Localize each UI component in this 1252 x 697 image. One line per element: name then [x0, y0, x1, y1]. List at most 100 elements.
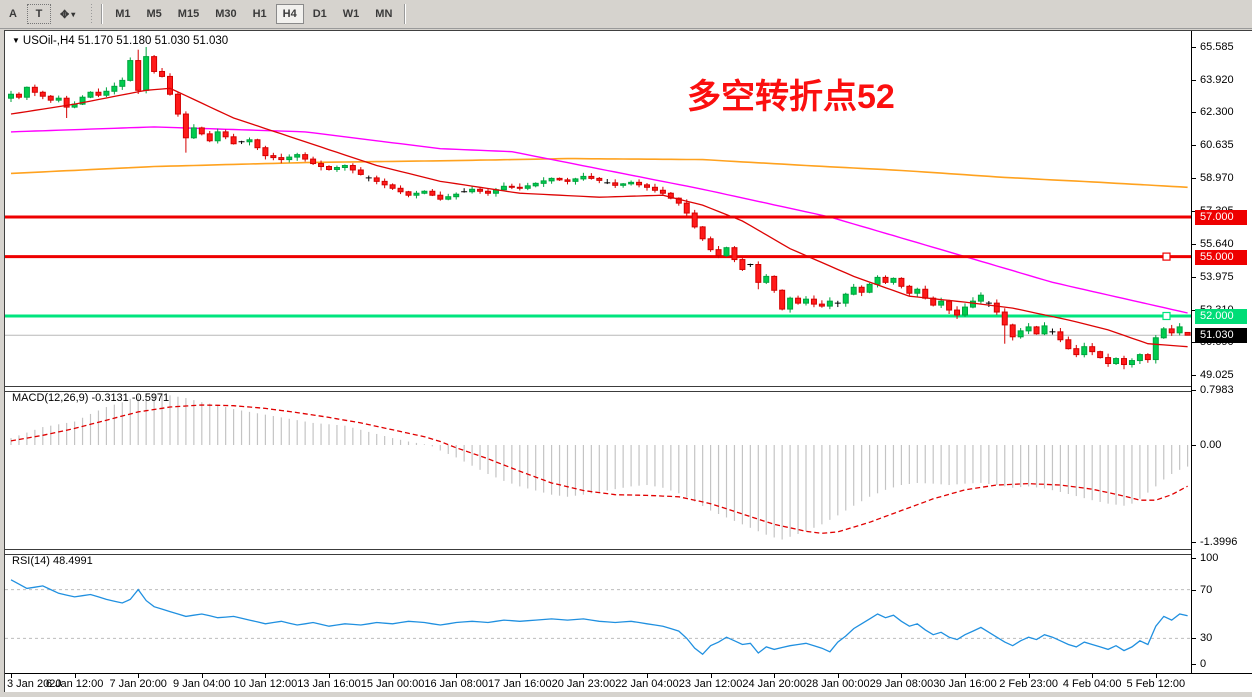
- time-tick: [710, 674, 712, 678]
- time-label-11: 23 Jan 12:00: [678, 678, 743, 690]
- price-tick-49.025: 49.025: [1200, 369, 1234, 381]
- axis-tick: [1192, 244, 1196, 245]
- macd-tick-0.7983: 0.7983: [1200, 384, 1234, 396]
- time-tick: [1155, 674, 1157, 678]
- ma-fast-line: [10, 87, 1188, 348]
- price-tick-60.635: 60.635: [1200, 139, 1234, 151]
- price-label-57.000[interactable]: 57.000: [1195, 210, 1247, 225]
- time-label-1: 6 Jan 12:00: [45, 678, 104, 690]
- time-axis[interactable]: 3 Jan 2020 6 Jan 12:00 7 Jan 20:00 9 Jan 04…: [5, 673, 1252, 693]
- time-tick: [201, 674, 203, 678]
- axis-tick: [1192, 211, 1196, 212]
- rsi-value: 48.4991: [52, 555, 93, 567]
- macd-tick--1.3996: -1.3996: [1200, 536, 1238, 548]
- arrows-icon: ✥: [60, 8, 70, 21]
- collapse-triangle-icon[interactable]: ▼: [12, 36, 20, 45]
- chevron-down-icon: ▾: [71, 9, 76, 19]
- price-tick-55.640: 55.640: [1200, 238, 1234, 250]
- axis-divider: [1191, 31, 1192, 673]
- axis-tick: [1192, 542, 1196, 543]
- axis-tick: [1192, 47, 1196, 48]
- macd-signal-line: [10, 404, 1188, 534]
- macd-tick-0.00: 0.00: [1200, 439, 1222, 451]
- time-label-17: 4 Feb 04:00: [1062, 678, 1122, 690]
- timeframe-button-group: M1 M5 M15 M30 H1 H4 D1 W1 MN: [107, 4, 400, 24]
- time-tick: [647, 674, 648, 678]
- macd-indicator-label: MACD(12,26,9) -0.3131 -0.5971: [12, 392, 170, 404]
- time-label-18: 5 Feb 12:00: [1126, 678, 1186, 690]
- time-tick: [965, 674, 966, 678]
- text-label-tool-button[interactable]: T: [27, 4, 51, 24]
- timeframe-button-M5[interactable]: M5: [140, 4, 169, 24]
- time-label-2: 7 Jan 20:00: [109, 678, 167, 690]
- timeframe-button-M30[interactable]: M30: [208, 4, 243, 24]
- timeframe-button-D1[interactable]: D1: [306, 4, 334, 24]
- toolbar-separator-2: [404, 4, 407, 24]
- price-tick-63.920: 63.920: [1200, 74, 1234, 86]
- macd-signal-value: -0.5971: [131, 392, 170, 404]
- time-label-6: 15 Jan 00:00: [360, 678, 425, 690]
- price-label-55.000[interactable]: 55.000: [1195, 250, 1247, 265]
- price-tick-62.300: 62.300: [1200, 106, 1234, 118]
- timeframe-button-M15[interactable]: M15: [171, 4, 206, 24]
- time-label-13: 28 Jan 00:00: [805, 678, 870, 690]
- axis-tick: [1192, 638, 1196, 639]
- price-label-52.000[interactable]: 52.000: [1195, 309, 1247, 324]
- timeframe-button-MN[interactable]: MN: [368, 4, 399, 24]
- time-label-14: 29 Jan 08:00: [869, 678, 934, 690]
- rsi-tick-30: 30: [1200, 632, 1213, 644]
- timeframe-button-W1[interactable]: W1: [336, 4, 367, 24]
- chart-annotation-text[interactable]: 多空转折点52: [687, 78, 895, 116]
- price-axis[interactable]: 65.58563.92062.30060.63558.97057.30555.6…: [1192, 31, 1252, 673]
- time-tick: [456, 674, 458, 678]
- macd-main-value: -0.3131: [91, 392, 129, 404]
- time-label-3: 9 Jan 04:00: [173, 678, 231, 690]
- toolbar-grip: [89, 4, 95, 24]
- time-label-7: 16 Jan 08:00: [424, 678, 488, 690]
- time-tick: [11, 674, 12, 678]
- timeframe-button-M1[interactable]: M1: [108, 4, 137, 24]
- ma-slow-line: [10, 157, 1188, 189]
- rsi-tick-70: 70: [1200, 584, 1213, 596]
- panel-splitter-2[interactable]: [5, 549, 1252, 555]
- time-tick: [1092, 674, 1094, 678]
- axis-tick: [1192, 112, 1196, 113]
- chart-title: ▼ USOil-,H4 51.170 51.180 51.030 51.030: [12, 35, 229, 47]
- axis-tick: [1192, 445, 1196, 446]
- rsi-panel-chart: [5, 579, 1191, 656]
- time-tick: [1028, 674, 1030, 678]
- rsi-line: [10, 579, 1188, 656]
- axis-tick: [1192, 375, 1196, 376]
- time-label-9: 20 Jan 23:00: [551, 678, 616, 690]
- axis-tick: [1192, 310, 1196, 311]
- time-tick: [392, 674, 394, 678]
- hline-55.000: [5, 252, 1191, 261]
- axis-tick: [1192, 390, 1196, 391]
- macd-panel-chart: [10, 393, 1189, 540]
- chart-window: ▼ USOil-,H4 51.170 51.180 51.030 51.030 多…: [4, 30, 1252, 693]
- hline-52.000: [5, 311, 1191, 321]
- timeframe-button-H4[interactable]: H4: [275, 4, 304, 24]
- toolbar: A T ✥ ▾ M1 M5 M15 M30 H1 H4 D1 W1 MN: [0, 0, 1252, 29]
- axis-tick: [1192, 342, 1196, 343]
- arrows-tool-button[interactable]: ✥ ▾: [53, 4, 82, 24]
- time-tick: [74, 674, 76, 678]
- current-price-label[interactable]: 51.030: [1195, 328, 1247, 343]
- time-tick: [583, 674, 585, 678]
- time-tick: [774, 674, 776, 678]
- time-tick: [837, 674, 839, 678]
- rsi-levels: [5, 589, 1191, 639]
- ma-mid-line: [10, 126, 1188, 314]
- text-cursor-tool-button[interactable]: A: [1, 4, 25, 24]
- price-tick-53.975: 53.975: [1200, 271, 1234, 283]
- panel-splitter-1[interactable]: [5, 386, 1252, 392]
- timeframe-button-H1[interactable]: H1: [246, 4, 274, 24]
- main-price-chart: [5, 47, 1191, 370]
- time-label-5: 13 Jan 16:00: [297, 678, 361, 690]
- time-tick: [329, 674, 330, 678]
- time-label-4: 10 Jan 12:00: [233, 678, 298, 690]
- axis-tick: [1192, 664, 1196, 665]
- time-label-12: 24 Jan 20:00: [742, 678, 806, 690]
- toolbar-separator: [101, 4, 104, 24]
